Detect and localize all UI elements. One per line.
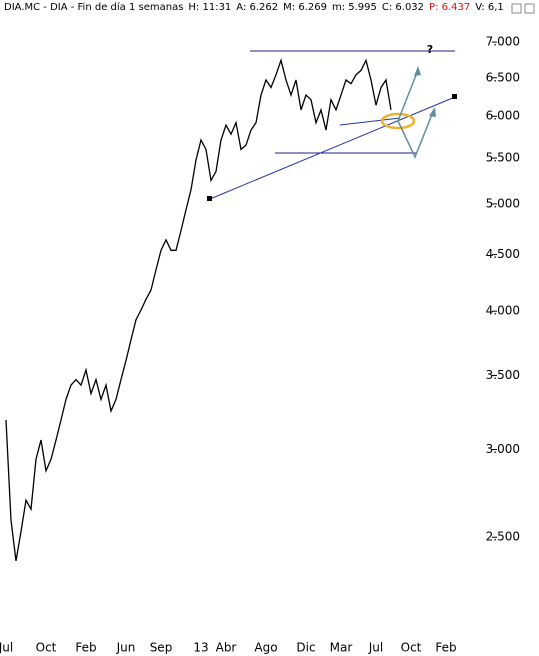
x-tick-label: Ago: [254, 641, 277, 655]
y-tick-label: 6.000: [486, 109, 520, 123]
window-icon[interactable]: [524, 3, 535, 14]
x-tick-label: Oct: [36, 641, 57, 655]
header-item: P: 6.437: [429, 2, 471, 13]
anchor-point: [452, 94, 457, 99]
x-tick-label: Feb: [75, 641, 96, 655]
y-tick-label: 7.000: [486, 35, 520, 49]
header-item: M: 6.269: [283, 2, 327, 13]
y-tick-label: 6.500: [486, 70, 520, 84]
x-tick-label: Jun: [116, 641, 136, 655]
x-tick-label: Mar: [330, 641, 353, 655]
x-tick-label: 13: [193, 641, 208, 655]
header-item: A: 6.262: [236, 2, 279, 13]
x-tick-label: Sep: [150, 641, 173, 655]
highlight-ellipse: [380, 112, 416, 130]
price-line: [5, 58, 392, 561]
x-tick-label: Feb: [435, 641, 456, 655]
x-tick-label: Dic: [296, 641, 315, 655]
x-tick-label: Jul: [0, 641, 13, 655]
trend-line: [209, 96, 456, 200]
header: DIA.MC - DIA - Fin de día 1 semanas H: 11…: [4, 2, 509, 13]
x-tick-label: Oct: [401, 641, 422, 655]
arrow-head: [429, 107, 436, 117]
header-item: m: 5.995: [331, 2, 377, 13]
arrow-head: [414, 66, 421, 76]
arrow-up: [397, 69, 419, 122]
annotation: ?: [427, 43, 433, 56]
y-tick-label: 5.500: [486, 151, 520, 165]
anchor-point: [207, 196, 212, 201]
trend-annotations: [207, 50, 457, 201]
header-item: DIA.MC - DIA - Fin de día 1 semanas: [4, 2, 184, 13]
header-item: C: 6.032: [381, 2, 425, 13]
x-tick-label: Abr: [216, 641, 237, 655]
y-tick-label: 2.500: [486, 530, 520, 544]
window-icon[interactable]: [511, 3, 522, 14]
trend-segment: [339, 117, 401, 126]
header-item: H: 11:31: [188, 2, 232, 13]
x-tick-label: Jul: [368, 641, 383, 655]
arrow-zigzag: [397, 111, 434, 159]
y-tick-label: 3.500: [486, 368, 520, 382]
header-item: V: 6,1: [475, 2, 504, 13]
y-tick-label: 4.000: [486, 304, 520, 318]
y-tick-label: 4.500: [486, 247, 520, 261]
y-tick-label: 5.000: [486, 196, 520, 210]
y-tick-label: 3.000: [486, 442, 520, 456]
